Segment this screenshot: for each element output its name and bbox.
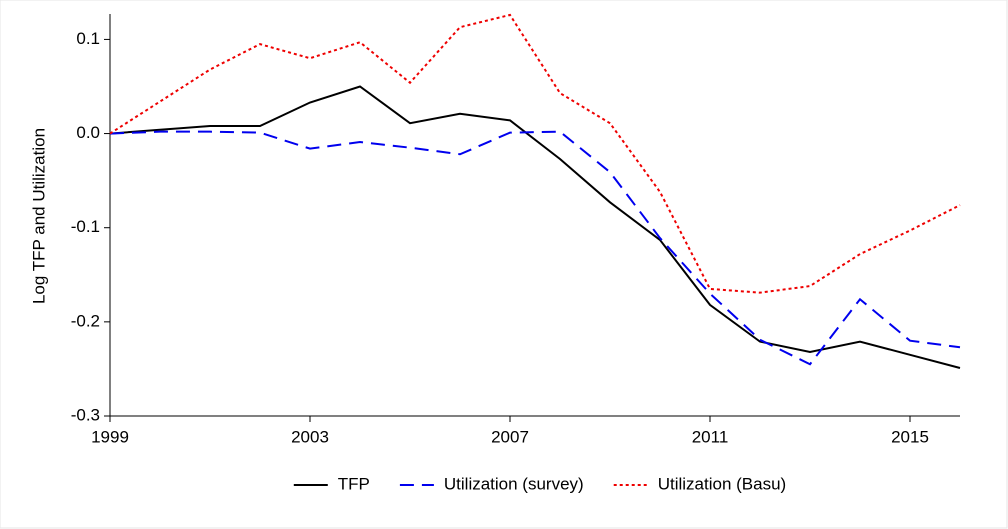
x-tick-label: 2015 <box>891 427 929 446</box>
legend-label: Utilization (Basu) <box>658 474 787 493</box>
series-line <box>109 13 961 294</box>
y-tick-label: 0.0 <box>76 123 100 142</box>
legend-label: Utilization (survey) <box>444 474 584 493</box>
x-tick-label: 2003 <box>291 427 329 446</box>
legend-label: TFP <box>338 474 370 493</box>
y-tick-label: -0.1 <box>71 217 100 236</box>
series-line <box>109 130 961 366</box>
x-tick-label: 1999 <box>91 427 129 446</box>
x-tick-label: 2011 <box>692 427 729 446</box>
y-tick-label: 0.1 <box>76 29 100 48</box>
y-tick-label: -0.3 <box>71 405 100 424</box>
series-line <box>109 85 961 369</box>
y-tick-label: -0.2 <box>71 311 100 330</box>
x-tick-label: 2007 <box>491 427 529 446</box>
y-axis-label: Log TFP and Utilization <box>29 128 48 304</box>
